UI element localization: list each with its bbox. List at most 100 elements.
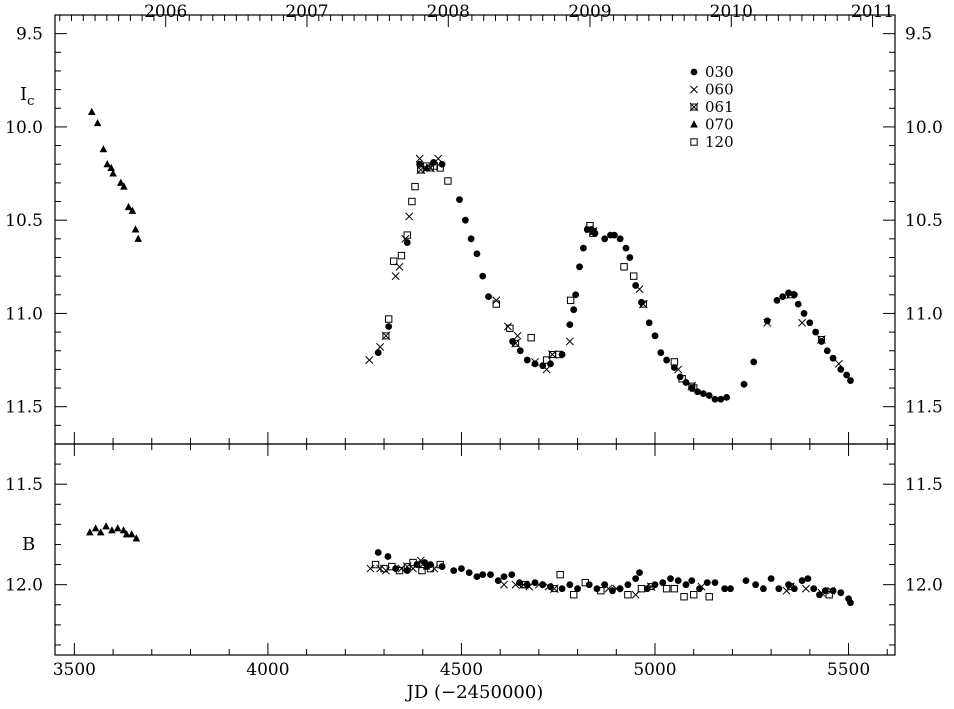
bottom-point-030 xyxy=(374,549,382,556)
top-point-030 xyxy=(723,393,731,401)
bottom-ytick-label-left: 12.0 xyxy=(5,576,43,596)
legend-label-030: 030 xyxy=(705,63,734,81)
bottom-point-120 xyxy=(418,566,426,575)
legend-marker-061 xyxy=(689,102,699,112)
top-point-120 xyxy=(430,162,439,170)
bottom-point-030 xyxy=(616,585,624,593)
bottom-point-030 xyxy=(566,581,574,589)
bottom-point-030 xyxy=(847,599,854,607)
bottom-point-030 xyxy=(837,589,845,597)
bottom-point-030 xyxy=(593,585,601,593)
bottom-point-120 xyxy=(637,584,646,593)
top-point-060 xyxy=(531,357,539,366)
top-point-120 xyxy=(397,251,406,260)
top-point-061 xyxy=(817,335,826,344)
bottom-point-120 xyxy=(395,566,404,575)
top-point-060 xyxy=(674,365,683,374)
top-point-030 xyxy=(717,395,725,403)
bottom-point-120 xyxy=(624,591,632,599)
bottom-point-030 xyxy=(516,579,523,587)
bottom-point-030 xyxy=(438,563,446,570)
top-point-120 xyxy=(555,350,563,359)
bottom-point-030 xyxy=(487,571,494,579)
top-point-120 xyxy=(678,375,686,383)
top-point-030 xyxy=(705,392,713,399)
top-point-060 xyxy=(405,212,414,221)
top-point-060 xyxy=(415,154,424,163)
top-point-030 xyxy=(779,293,787,301)
y-axis-label-top-sub: c xyxy=(27,94,34,109)
bottom-point-030 xyxy=(494,577,502,585)
top-point-060 xyxy=(798,318,807,327)
legend-marker-060 xyxy=(690,85,698,94)
bottom-point-061 xyxy=(550,584,559,594)
bottom-point-120 xyxy=(521,580,530,589)
top-point-120 xyxy=(506,324,514,333)
bottom-panel-frame xyxy=(54,443,896,656)
bottom-point-030 xyxy=(547,583,554,591)
bottom-point-030 xyxy=(651,581,659,589)
bottom-point-120 xyxy=(662,584,671,593)
top-point-061 xyxy=(511,338,520,348)
bottom-point-030 xyxy=(574,585,581,593)
top-point-030 xyxy=(531,360,539,368)
y-axis-label-top: Ic xyxy=(20,84,34,109)
bottom-point-030 xyxy=(403,567,411,574)
bottom-point-030 xyxy=(539,581,547,589)
bottom-point-120 xyxy=(388,562,396,571)
top-point-030 xyxy=(676,373,684,381)
top-point-060 xyxy=(834,359,843,368)
bottom-point-120 xyxy=(581,578,590,587)
bottom-point-070 xyxy=(132,534,141,542)
data-marks-layer xyxy=(86,107,854,607)
top-point-030 xyxy=(385,323,393,330)
top-point-070 xyxy=(134,234,143,242)
bottom-point-030 xyxy=(458,565,465,572)
bottom-point-030 xyxy=(500,573,508,581)
top-point-030 xyxy=(750,358,758,366)
top-point-120 xyxy=(436,164,444,172)
top-point-030 xyxy=(456,196,463,204)
top-point-030 xyxy=(622,244,630,252)
bottom-point-030 xyxy=(759,585,767,593)
top-point-030 xyxy=(403,239,411,246)
bottom-point-030 xyxy=(632,575,640,583)
top-point-030 xyxy=(601,235,609,243)
bottom-point-030 xyxy=(667,575,674,583)
bottom-point-060 xyxy=(604,584,613,593)
top-point-030 xyxy=(694,388,701,396)
bottom-point-120 xyxy=(556,570,564,579)
bottom-point-030 xyxy=(711,579,719,587)
top-point-070 xyxy=(93,118,102,127)
top-point-030 xyxy=(790,291,798,299)
bottom-point-060 xyxy=(376,564,385,573)
top-point-030 xyxy=(651,332,659,340)
bottom-point-030 xyxy=(531,579,539,587)
top-point-120 xyxy=(566,296,575,305)
legend-marker-030 xyxy=(690,68,698,76)
top-point-070 xyxy=(117,178,125,186)
legend-marker-120 xyxy=(690,138,698,146)
y-axis-label-top-main: I xyxy=(20,84,27,105)
top-point-120 xyxy=(620,263,628,271)
year-label: 2010 xyxy=(710,2,753,22)
bottom-point-030 xyxy=(636,569,643,577)
bottom-point-030 xyxy=(804,575,812,583)
top-ytick-label-left: 11.5 xyxy=(5,398,43,418)
top-point-120 xyxy=(390,257,398,265)
bottom-point-120 xyxy=(825,591,833,599)
bottom-point-070 xyxy=(102,522,110,530)
bottom-point-070 xyxy=(127,530,136,538)
legend-marker-070 xyxy=(690,120,698,128)
top-point-030 xyxy=(663,356,671,364)
top-point-030 xyxy=(523,356,531,364)
bottom-point-030 xyxy=(821,587,829,595)
bottom-point-070 xyxy=(113,524,122,532)
top-point-030 xyxy=(626,254,634,261)
top-point-030 xyxy=(843,371,851,379)
bottom-point-120 xyxy=(426,564,435,573)
top-point-030 xyxy=(794,300,802,308)
bottom-point-030 xyxy=(752,581,760,589)
bottom-point-120 xyxy=(597,586,605,595)
